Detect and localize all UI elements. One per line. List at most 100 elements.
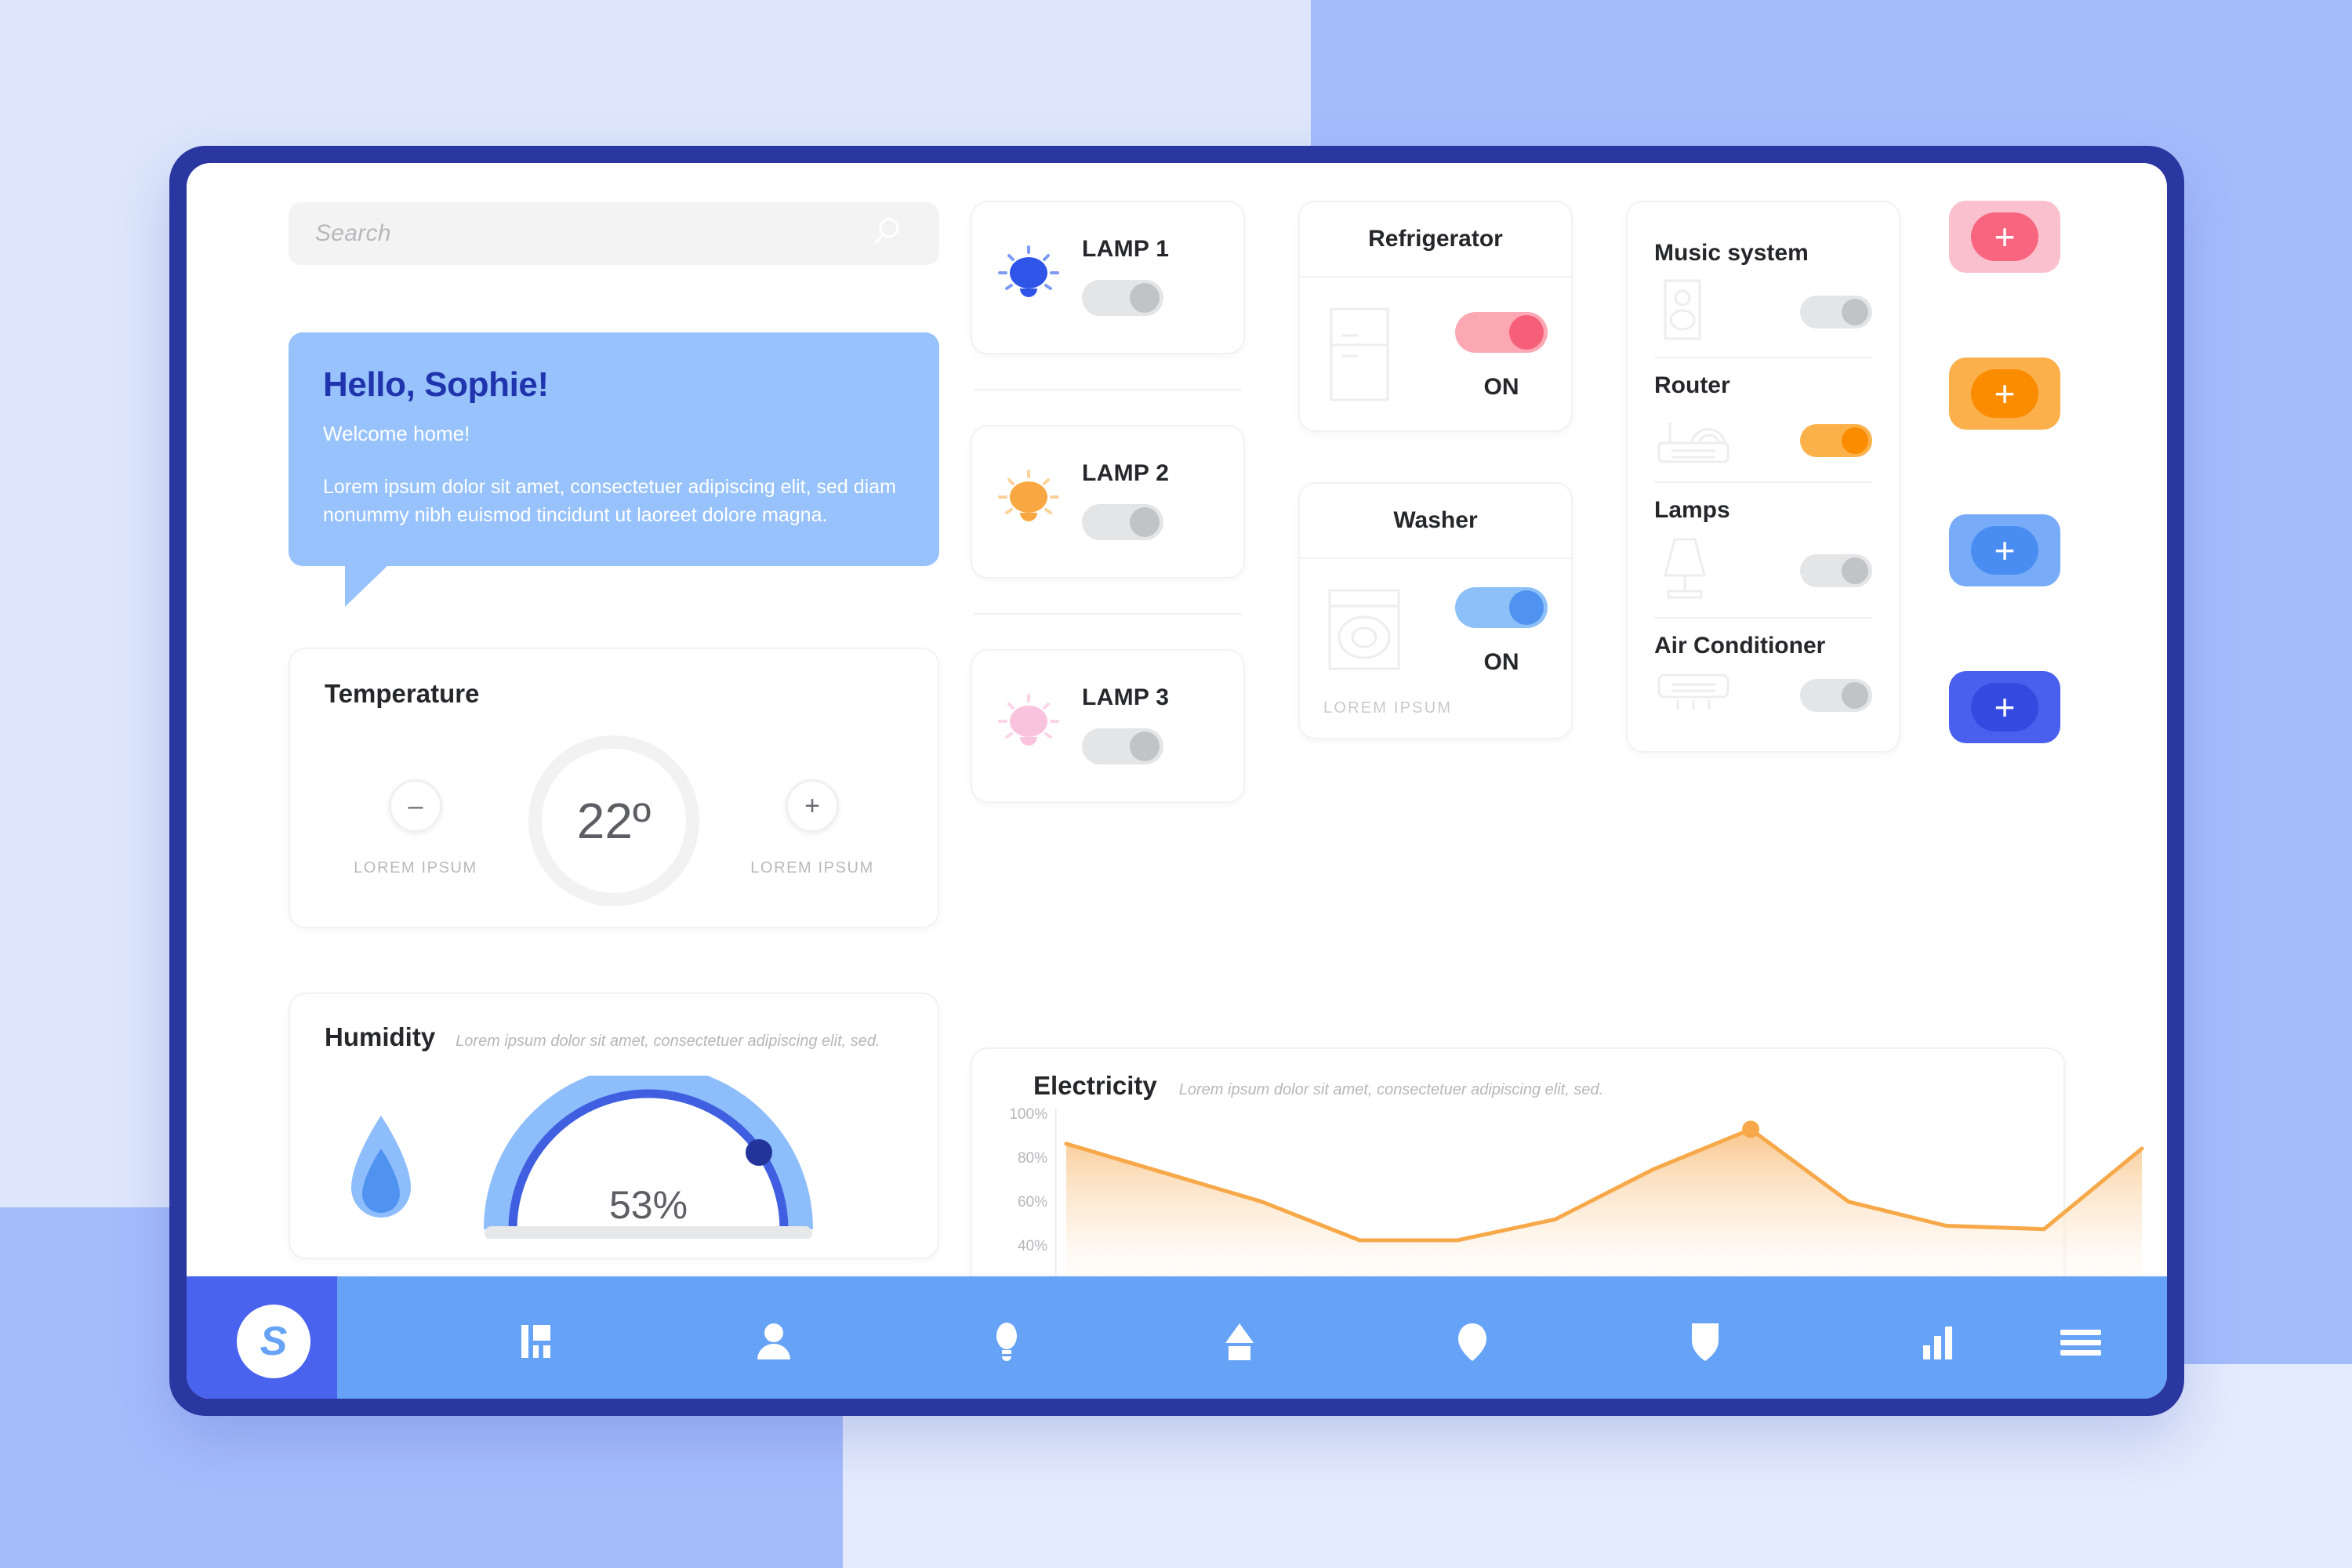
device-toggle-music-system[interactable] bbox=[1800, 295, 1872, 328]
add-button-pink[interactable]: + bbox=[1949, 201, 2060, 273]
humidity-note: Lorem ipsum dolor sit amet, consectetuer… bbox=[456, 1032, 880, 1050]
washer-toggle[interactable] bbox=[1455, 587, 1548, 628]
y-tick-label: 100% bbox=[1009, 1106, 1047, 1123]
add-button-column: + + + + bbox=[1949, 201, 2067, 828]
nav-home[interactable] bbox=[1123, 1317, 1356, 1366]
home-icon bbox=[1225, 1323, 1254, 1360]
temperature-right-caption: LOREM IPSUM bbox=[750, 858, 874, 877]
nav-logo-block: S bbox=[187, 1276, 378, 1399]
washer-footer: LOREM IPSUM bbox=[1323, 699, 1453, 717]
lamp-toggle-3[interactable] bbox=[1082, 728, 1163, 764]
search-input[interactable]: Search bbox=[289, 202, 939, 265]
y-tick-label: 60% bbox=[1017, 1194, 1047, 1210]
temperature-decrease-button[interactable]: – bbox=[389, 779, 442, 833]
left-column: Search Hello, Sophie! Welcome home! Lore… bbox=[289, 202, 939, 1259]
search-icon[interactable] bbox=[873, 214, 909, 254]
lamp-card-1[interactable]: LAMP 1 bbox=[971, 201, 1245, 354]
location-pin-icon bbox=[1457, 1323, 1486, 1361]
device-label: Router bbox=[1654, 372, 1730, 398]
device-row-music-system[interactable]: Music system bbox=[1654, 226, 1872, 357]
device-row-router[interactable]: Router bbox=[1654, 357, 1872, 481]
nav-menu[interactable] bbox=[2054, 1317, 2107, 1366]
temperature-value: 22º bbox=[576, 792, 652, 849]
app-logo[interactable]: S bbox=[237, 1305, 310, 1378]
washer-icon bbox=[1323, 586, 1405, 677]
welcome-subtitle: Welcome home! bbox=[323, 422, 470, 445]
temperature-increase-group: + LOREM IPSUM bbox=[742, 735, 883, 877]
humidity-gauge[interactable]: 53% bbox=[480, 1064, 817, 1240]
humidity-card: Humidity Lorem ipsum dolor sit amet, con… bbox=[289, 992, 939, 1259]
bottom-navigation: S bbox=[187, 1276, 2167, 1399]
chart-title: Electricity bbox=[1033, 1071, 1157, 1100]
temperature-title: Temperature bbox=[325, 678, 480, 708]
washer-card: Washer ON LOREM IPSUM bbox=[1298, 482, 1573, 739]
add-button-blue[interactable]: + bbox=[1949, 514, 2060, 586]
bar-chart-icon bbox=[1922, 1327, 1952, 1359]
speaker-icon bbox=[1654, 278, 1711, 346]
device-list-card: Music system Router bbox=[1626, 201, 1900, 753]
device-row-air-conditioner[interactable]: Air Conditioner bbox=[1654, 617, 1872, 731]
tablet-screen: Search Hello, Sophie! Welcome home! Lore… bbox=[187, 163, 2167, 1399]
lamp-label: LAMP 2 bbox=[1082, 459, 1170, 486]
water-drop-icon bbox=[343, 1111, 419, 1232]
bulb-icon bbox=[996, 1323, 1018, 1361]
add-button-orange[interactable]: + bbox=[1949, 358, 2060, 430]
device-toggle-router[interactable] bbox=[1800, 423, 1872, 457]
welcome-card: Hello, Sophie! Welcome home! Lorem ipsum… bbox=[289, 332, 939, 607]
temperature-decrease-group: – LOREM IPSUM bbox=[345, 735, 486, 877]
welcome-body: Lorem ipsum dolor sit amet, consectetuer… bbox=[323, 476, 896, 527]
device-row-lamps[interactable]: Lamps bbox=[1654, 481, 1872, 617]
humidity-title: Humidity bbox=[325, 1022, 436, 1051]
air-conditioner-icon bbox=[1654, 670, 1736, 720]
chart-note: Lorem ipsum dolor sit amet, consectetuer… bbox=[1178, 1081, 1604, 1098]
router-icon bbox=[1654, 410, 1736, 470]
divider bbox=[974, 389, 1242, 390]
add-button-indigo[interactable]: + bbox=[1949, 671, 2060, 743]
y-tick-label: 40% bbox=[1017, 1238, 1047, 1254]
divider bbox=[974, 613, 1242, 615]
refrigerator-card: Refrigerator ON bbox=[1298, 201, 1573, 432]
bulb-icon bbox=[996, 467, 1062, 537]
welcome-tail bbox=[345, 564, 389, 607]
refrigerator-state: ON bbox=[1483, 374, 1519, 400]
humidity-value: 53% bbox=[608, 1182, 688, 1227]
temperature-increase-button[interactable]: + bbox=[786, 779, 839, 833]
lamp-label: LAMP 1 bbox=[1082, 235, 1170, 262]
hamburger-menu-icon bbox=[2060, 1330, 2102, 1356]
device-toggle-air-conditioner[interactable] bbox=[1800, 678, 1872, 712]
nav-dashboard[interactable] bbox=[425, 1317, 658, 1366]
lamp-label: LAMP 3 bbox=[1082, 684, 1170, 710]
lamp-icon bbox=[1654, 535, 1715, 606]
lamp-column: LAMP 1 bbox=[971, 201, 1245, 803]
chart-y-axis: 100% 80% 60% 40% 20% bbox=[999, 1106, 1047, 1298]
lamp-toggle-2[interactable] bbox=[1082, 503, 1163, 540]
washer-title: Washer bbox=[1300, 484, 1571, 559]
plus-icon: + bbox=[1971, 683, 2038, 731]
device-label: Music system bbox=[1654, 240, 1809, 266]
shield-icon bbox=[1691, 1323, 1719, 1361]
bulb-icon bbox=[996, 691, 1062, 761]
device-toggle-lamps[interactable] bbox=[1800, 554, 1872, 587]
temperature-dial[interactable]: 22º bbox=[528, 735, 699, 906]
user-icon bbox=[757, 1323, 791, 1359]
temperature-card: Temperature – LOREM IPSUM 22º + LOREM IP… bbox=[289, 647, 939, 928]
refrigerator-toggle[interactable] bbox=[1455, 312, 1548, 353]
welcome-greeting: Hello, Sophie! bbox=[323, 365, 549, 404]
lamp-card-3[interactable]: LAMP 3 bbox=[971, 649, 1245, 803]
refrigerator-title: Refrigerator bbox=[1300, 202, 1571, 278]
nav-lighting[interactable] bbox=[891, 1317, 1123, 1366]
nav-security[interactable] bbox=[1588, 1317, 1821, 1366]
nav-stats[interactable] bbox=[1821, 1317, 2054, 1366]
plus-icon: + bbox=[1971, 526, 2038, 575]
bulb-icon bbox=[996, 243, 1062, 313]
lamp-card-2[interactable]: LAMP 2 bbox=[971, 425, 1245, 579]
device-label: Lamps bbox=[1654, 497, 1730, 523]
temperature-left-caption: LOREM IPSUM bbox=[354, 858, 477, 877]
nav-user[interactable] bbox=[658, 1317, 891, 1366]
plus-icon: + bbox=[1971, 369, 2038, 418]
dashboard-icon bbox=[521, 1325, 551, 1358]
device-label: Air Conditioner bbox=[1654, 633, 1826, 659]
tablet-frame: Search Hello, Sophie! Welcome home! Lore… bbox=[169, 146, 2184, 1416]
lamp-toggle-1[interactable] bbox=[1082, 279, 1163, 316]
nav-location[interactable] bbox=[1356, 1317, 1588, 1366]
